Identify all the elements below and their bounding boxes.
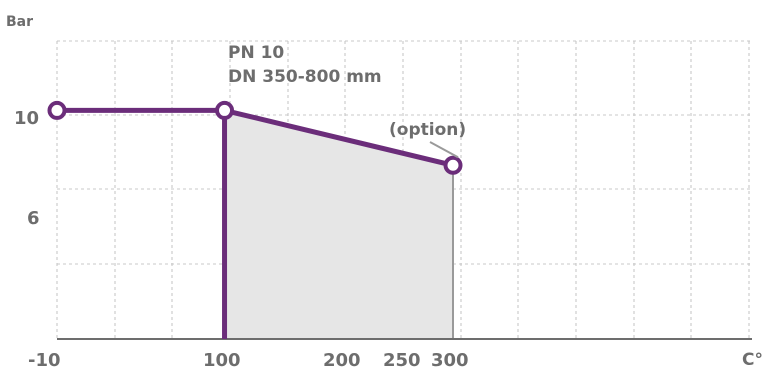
- data-point: [443, 155, 463, 175]
- y-tick-label: 10: [14, 108, 39, 129]
- x-tick-label: 300: [431, 350, 469, 371]
- option-label: (option): [389, 120, 466, 140]
- option-leader-line: [429, 141, 459, 159]
- x-axis-label: C°: [742, 350, 763, 370]
- data-point: [215, 100, 235, 120]
- y-tick-label: 6: [27, 208, 40, 229]
- x-tick-label: 250: [383, 350, 421, 371]
- x-tick-label: -10: [28, 350, 61, 371]
- data-point: [47, 100, 67, 120]
- x-tick-label: 200: [323, 350, 361, 371]
- series-points: [47, 100, 463, 175]
- operating-region-shade: [224, 110, 453, 340]
- diameter-range-label: DN 350-800 mm: [228, 67, 382, 87]
- pressure-class-label: PN 10: [228, 43, 284, 63]
- y-axis-label: Bar: [6, 14, 33, 30]
- x-tick-label: 100: [203, 350, 241, 371]
